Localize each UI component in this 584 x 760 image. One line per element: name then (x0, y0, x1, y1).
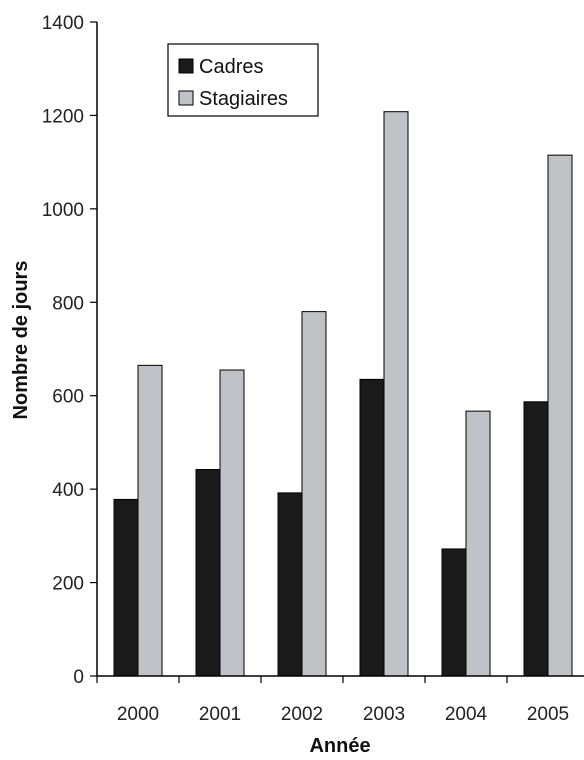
y-axis-title: Nombre de jours (10, 261, 32, 420)
bar-cadres-2000 (113, 498, 139, 677)
bars (113, 111, 573, 677)
y-tick-label: 400 (52, 480, 84, 501)
legend-swatch-stagiaires (178, 90, 194, 106)
bar-stagiaires-2002 (301, 311, 327, 677)
y-tick-label: 1000 (42, 200, 84, 221)
bar-stagiaires-2003 (383, 111, 409, 677)
y-tick-label: 1200 (42, 106, 84, 127)
legend: Cadres Stagiaires (167, 43, 319, 117)
bar-stagiaires-2004 (465, 410, 491, 677)
legend-label-cadres: Cadres (199, 56, 263, 78)
x-tick-label: 2004 (445, 704, 488, 725)
y-tick-label: 800 (52, 293, 84, 314)
x-tick-label: 2000 (117, 704, 159, 725)
bar-cadres-2004 (441, 548, 467, 677)
bar-cadres-2003 (359, 378, 385, 677)
x-tick-label: 2005 (527, 704, 569, 725)
legend-swatch-cadres (178, 58, 194, 74)
x-axis-title: Année (309, 735, 370, 757)
bar-cadres-2005 (523, 401, 549, 677)
y-tick-label: 0 (73, 667, 84, 688)
bar-stagiaires-2000 (137, 364, 163, 677)
x-tick-label: 2002 (281, 704, 323, 725)
x-tick-label: 2003 (363, 704, 405, 725)
x-tick-label: 2001 (199, 704, 241, 725)
legend-label-stagiaires: Stagiaires (199, 88, 288, 110)
y-tick-label: 600 (52, 387, 84, 408)
bar-stagiaires-2005 (547, 154, 573, 677)
bar-cadres-2001 (195, 469, 221, 677)
y-ticks: 0 200 400 600 800 1000 1200 1400 (42, 13, 97, 688)
axes (96, 22, 584, 677)
bar-stagiaires-2001 (219, 369, 245, 677)
y-tick-label: 1400 (42, 13, 84, 34)
x-ticks: 2000 2001 2002 2003 2004 2005 (96, 676, 569, 725)
y-tick-label: 200 (52, 574, 84, 595)
bar-cadres-2002 (277, 492, 303, 677)
